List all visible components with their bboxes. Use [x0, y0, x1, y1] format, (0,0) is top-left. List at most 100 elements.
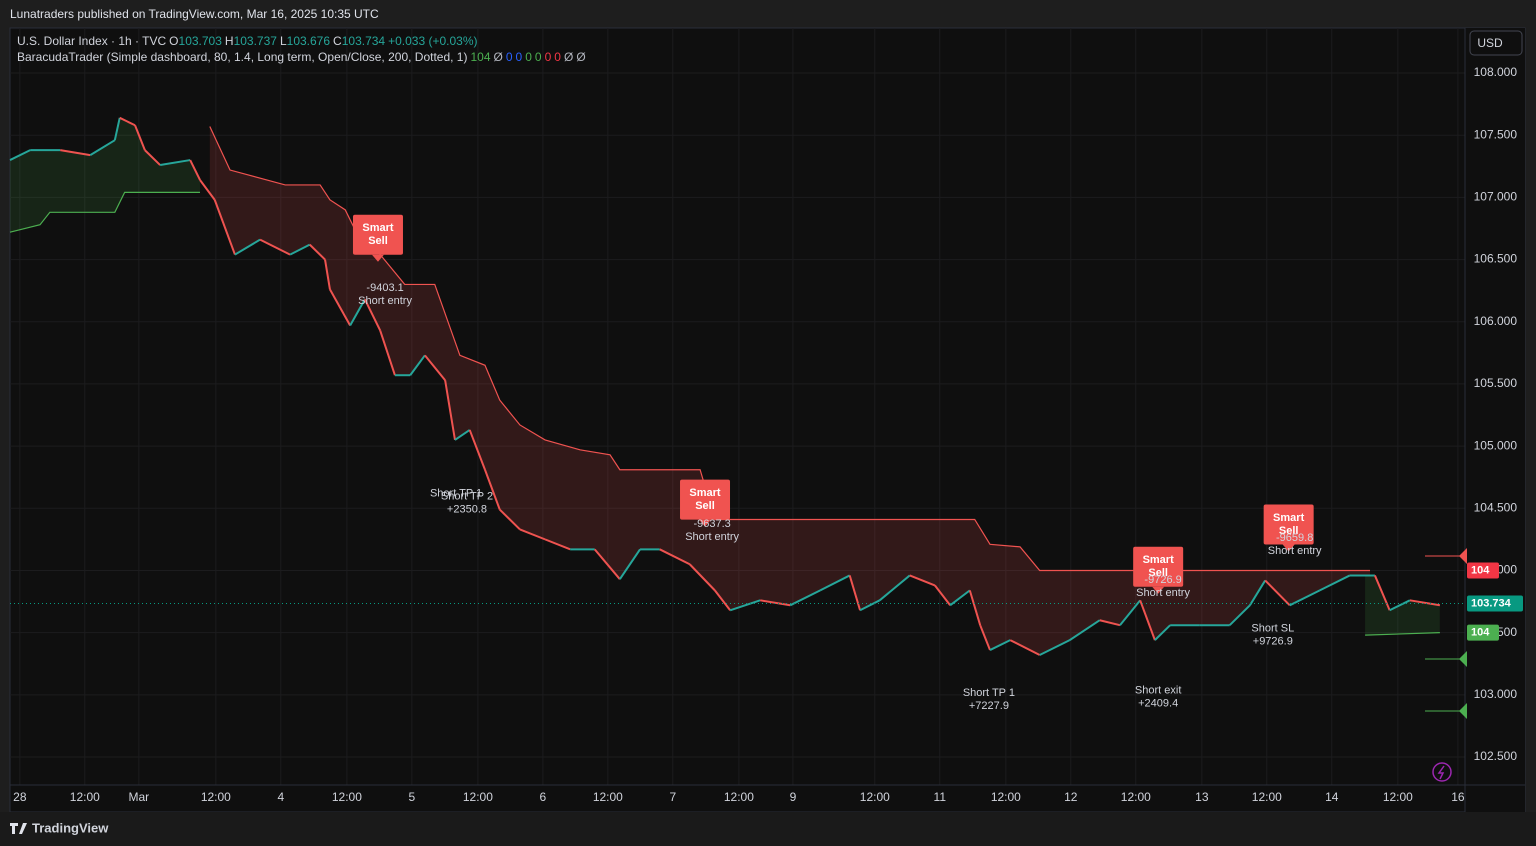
- price-segment: [689, 563, 716, 592]
- y-tick-label: 103.000: [1474, 687, 1518, 701]
- note-text: -9637.3: [693, 518, 730, 530]
- indicator-value: 0: [534, 50, 542, 64]
- price-segment: [1389, 599, 1411, 612]
- x-tick-label: 16: [1451, 790, 1465, 804]
- note-text: Short TP 2: [441, 491, 493, 503]
- price-segment: [379, 330, 396, 376]
- price-segment: [619, 548, 641, 580]
- price-segment: [859, 599, 881, 612]
- price-segment: [1319, 574, 1351, 592]
- y-tick-label: 105.000: [1474, 438, 1518, 452]
- price-tag: [1467, 595, 1523, 612]
- price-segment: [789, 589, 821, 607]
- note-text: Short exit: [1135, 685, 1181, 697]
- marker: [1459, 651, 1467, 667]
- indicator-value: 0: [554, 50, 561, 64]
- price-segment: [9, 149, 31, 161]
- y-tick-label: 102.500: [1474, 749, 1518, 763]
- x-tick-label: 13: [1195, 790, 1209, 804]
- price-segment: [424, 354, 446, 381]
- price-tag-label: 104: [1471, 627, 1490, 639]
- price-segment: [213, 199, 236, 255]
- currency-label: USD: [1477, 36, 1503, 50]
- indicator-value: Ø: [493, 50, 503, 64]
- note-text: Short entry: [1268, 545, 1322, 557]
- price-segment: [819, 574, 851, 592]
- x-tick-label: 7: [669, 790, 676, 804]
- trade-note: Short TP 2+2350.8: [441, 491, 493, 516]
- legend-symbol-row: U.S. Dollar Index · 1h · TVC O103.703 H103…: [17, 33, 589, 49]
- x-tick-label: 14: [1325, 790, 1339, 804]
- trade-note: Short TP 1: [430, 487, 482, 499]
- price-segment: [1099, 619, 1121, 627]
- price-segment: [979, 624, 991, 651]
- price-segment: [1409, 599, 1441, 607]
- price-segment: [454, 429, 471, 441]
- price-segment: [1264, 579, 1291, 606]
- price-tag: [1467, 624, 1499, 641]
- note-text: Short entry: [685, 531, 739, 543]
- ohlc-value: 103.737: [233, 34, 277, 48]
- price-segment: [519, 528, 546, 541]
- x-tick-label: 12:00: [1121, 790, 1151, 804]
- note-text: Short TP 1: [963, 687, 1015, 699]
- y-tick-label: 108.000: [1474, 65, 1518, 79]
- note-text: -9659.8: [1276, 532, 1313, 544]
- indicator-value: 0: [505, 50, 513, 64]
- x-tick-label: 11: [934, 790, 947, 804]
- price-segment: [89, 139, 116, 156]
- price-segment: [499, 508, 521, 531]
- x-tick-label: 12:00: [70, 790, 100, 804]
- price-segment: [134, 124, 146, 151]
- price-segment: [1009, 639, 1041, 656]
- note-text: Short TP 1: [430, 487, 482, 499]
- ohlc-label: C: [333, 34, 342, 48]
- marker: [1459, 703, 1467, 719]
- top-bar: [0, 0, 1536, 28]
- price-segment: [759, 599, 791, 607]
- indicator-value: 0: [544, 50, 552, 64]
- note-text: +7227.9: [969, 700, 1009, 712]
- signal-pointer: [371, 254, 384, 262]
- x-tick-label: 12: [1064, 790, 1078, 804]
- price-segment: [1289, 589, 1321, 607]
- indicator-value: Ø: [563, 50, 574, 64]
- price-tag: [1467, 562, 1499, 579]
- price-segment: [1139, 599, 1156, 641]
- signal-box: [352, 214, 403, 255]
- price-segment: [1039, 639, 1071, 656]
- signal-pointer: [699, 519, 712, 527]
- x-tick-label: 9: [790, 790, 797, 804]
- price-segment: [324, 259, 331, 290]
- indicator-value: Ø: [576, 50, 586, 64]
- lightning-icon[interactable]: [1432, 762, 1452, 782]
- signal-text: Sell: [695, 500, 715, 512]
- note-text: -9726.9: [1144, 574, 1181, 586]
- price-segment: [484, 469, 501, 510]
- x-tick-label: 12:00: [201, 790, 231, 804]
- signal-text: Smart: [1273, 512, 1305, 524]
- y-tick-label: 107.500: [1474, 127, 1518, 141]
- signal-pointer: [1282, 544, 1295, 552]
- trade-note: Short TP 1+7227.9: [963, 687, 1015, 712]
- price-segment: [1069, 619, 1101, 641]
- ohlc-label: O: [169, 34, 179, 48]
- signal-text: Sell: [1279, 525, 1299, 537]
- price-segment: [309, 243, 326, 261]
- trade-note: Short SL+9726.9: [1251, 623, 1294, 648]
- x-tick-label: 28: [13, 790, 27, 804]
- legend: U.S. Dollar Index · 1h · TVC O103.703 H103…: [17, 33, 589, 65]
- price-segment: [729, 599, 761, 612]
- x-tick-label: 12:00: [1383, 790, 1413, 804]
- price-segment: [468, 429, 486, 471]
- price-segment: [289, 243, 311, 256]
- price-segment: [968, 590, 982, 626]
- signal-box: [1263, 504, 1314, 545]
- legend-indicator-row: BaracudaTrader (Simple dashboard, 80, 1.…: [17, 49, 589, 65]
- currency-button[interactable]: [1469, 30, 1523, 56]
- signal-text: Smart: [362, 222, 394, 234]
